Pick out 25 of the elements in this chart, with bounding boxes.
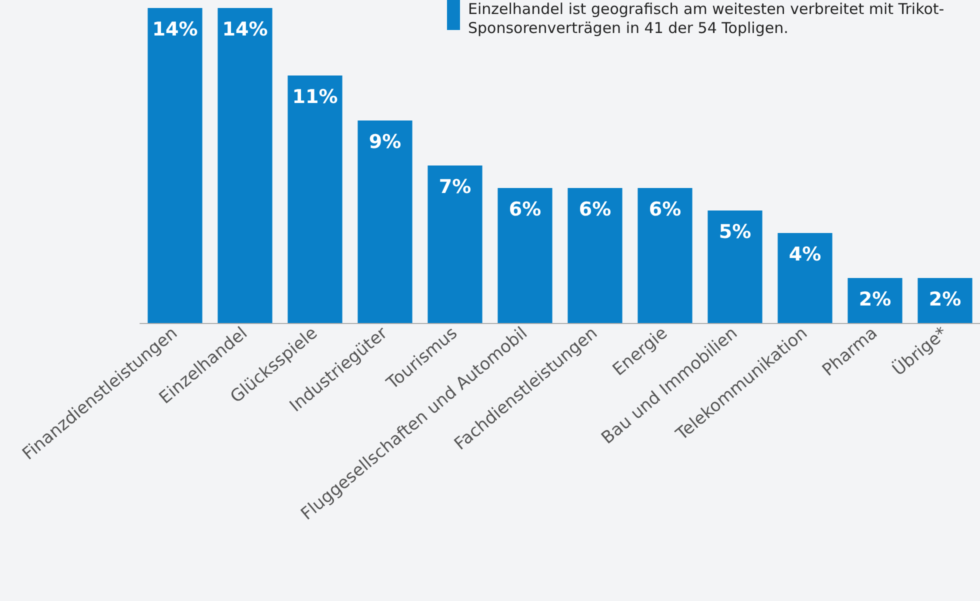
data-label: 11% [292,86,338,108]
data-label: 2% [928,288,962,310]
data-label: 6% [578,198,612,220]
bar [148,8,202,323]
bar [848,278,902,323]
data-label: 7% [438,176,472,198]
bar [638,188,692,323]
bar [498,188,552,323]
bar [708,210,762,323]
bar [778,233,832,323]
data-label: 14% [222,18,268,40]
data-label: 2% [858,288,892,310]
bar [428,166,482,323]
data-label: 6% [508,198,542,220]
bar [918,278,972,323]
bar [358,120,412,323]
data-label: 14% [152,18,198,40]
bar [288,76,342,323]
data-label: 4% [788,244,822,266]
bar [218,8,272,323]
data-label: 6% [648,198,682,220]
annotation: Einzelhandel ist geografisch am weitesten verbreitet mit Trikot-Sponsorenverträgen in 41 der 54 Topligen. [468,0,946,38]
data-label: 5% [718,221,752,243]
bar [568,188,622,323]
data-label: 9% [368,131,402,153]
